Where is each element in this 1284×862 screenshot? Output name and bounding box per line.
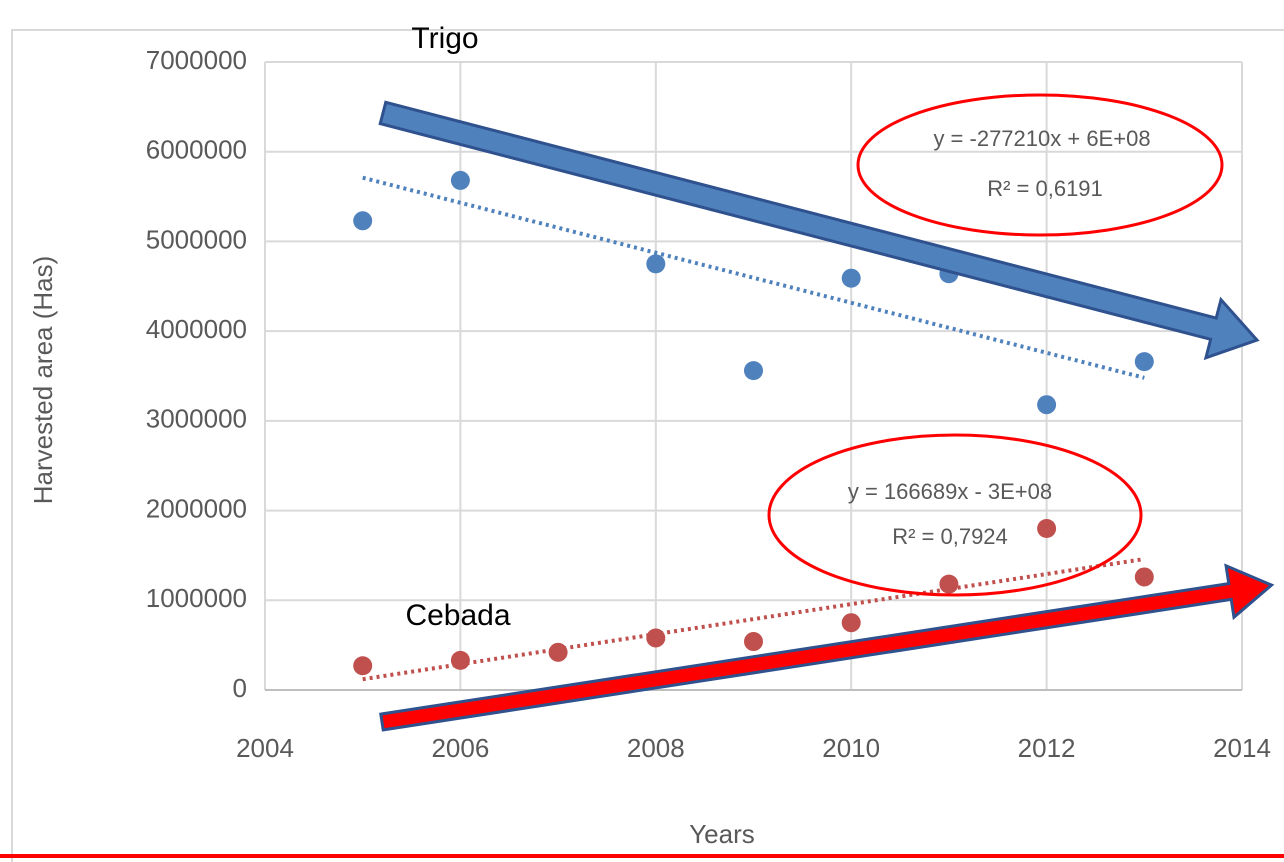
data-point: [646, 628, 666, 648]
series-label: Trigo: [411, 22, 478, 55]
data-point: [841, 613, 861, 633]
trend-equation: y = -277210x + 6E+08: [933, 126, 1150, 151]
y-tick-label: 3000000: [146, 404, 247, 434]
data-point: [1037, 395, 1057, 415]
trend-arrow: [378, 100, 1260, 361]
x-tick-label: 2014: [1213, 733, 1271, 763]
chart-border: [11, 29, 1284, 862]
x-axis-label: Years: [689, 819, 755, 849]
y-tick-label: 5000000: [146, 224, 247, 254]
trend-line: [362, 175, 1145, 380]
y-tick-label: 7000000: [146, 45, 247, 75]
data-point: [353, 656, 373, 676]
y-tick-label: 6000000: [146, 135, 247, 165]
data-point: [1037, 519, 1057, 539]
data-point: [646, 254, 666, 274]
x-tick-label: 2012: [1018, 733, 1076, 763]
data-point: [450, 170, 470, 190]
trend-equation: y = 166689x - 3E+08: [848, 479, 1052, 504]
plot-area: 0 1000000 2000000 3000000 4000000 5000000 6000…: [146, 45, 1271, 763]
highlight-ellipse: [767, 433, 1143, 597]
data-point: [353, 211, 373, 231]
data-point: [450, 650, 470, 670]
trend-r2: R² = 0,6191: [987, 176, 1103, 201]
y-tick-label: 4000000: [146, 314, 247, 344]
trend-arrow: [379, 563, 1275, 732]
y-axis-label: Harvested area (Has): [28, 256, 58, 505]
data-point: [939, 574, 959, 594]
x-tick-label: 2004: [236, 733, 294, 763]
y-tick-label: 0: [233, 673, 247, 703]
trend-line: [362, 557, 1145, 682]
highlight-ellipse: [856, 93, 1224, 237]
y-tick-label: 2000000: [146, 493, 247, 523]
data-point: [1134, 567, 1154, 587]
data-point: [744, 632, 763, 652]
trend-r2: R² = 0,7924: [892, 524, 1008, 549]
y-tick-label: 1000000: [146, 583, 247, 613]
series-label: Cebada: [405, 599, 510, 632]
x-tick-label: 2008: [627, 733, 685, 763]
data-point: [841, 268, 861, 288]
data-point: [1134, 352, 1154, 372]
x-tick-label: 2006: [431, 733, 489, 763]
data-point: [548, 642, 568, 662]
data-point: [744, 361, 763, 381]
x-tick-label: 2010: [822, 733, 880, 763]
